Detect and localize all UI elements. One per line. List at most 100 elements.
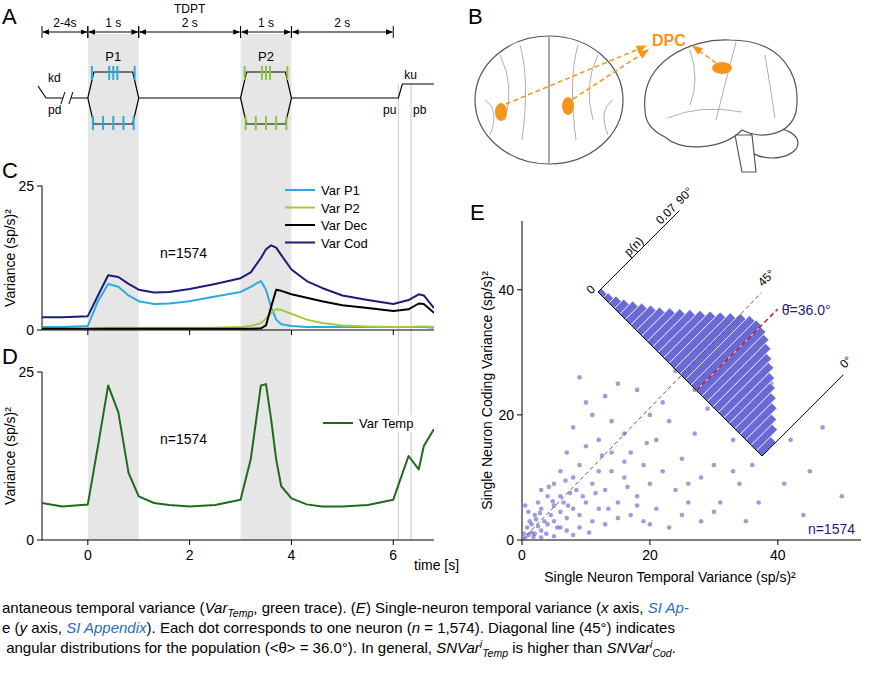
- event-layer: [398, 84, 411, 540]
- caption-text: e (: [2, 619, 20, 636]
- neuron-point: [571, 475, 576, 480]
- neuron-point: [590, 519, 595, 524]
- y-tick-label: 25: [18, 364, 34, 380]
- neuron-point: [616, 381, 621, 386]
- neuron-point: [590, 481, 595, 486]
- y-tick: [37, 186, 42, 187]
- neuron-point: [667, 419, 672, 424]
- neuron-point: [756, 500, 761, 505]
- y-tick-label: 20: [498, 407, 514, 423]
- caption-line: antaneous temporal variance (VarTemp, gr…: [2, 599, 689, 619]
- x-axis: [522, 540, 861, 541]
- stimulus-shade: [241, 34, 292, 150]
- inset-angle-axis: [598, 211, 679, 292]
- caption-text: is higher than: [508, 639, 606, 656]
- neuron-point: [808, 469, 813, 474]
- event-line: [398, 84, 399, 540]
- y-axis-title: Variance (sp/s)²: [2, 209, 18, 307]
- x-axis-title: time [s]: [414, 557, 459, 573]
- caption-text: antaneous temporal variance (: [2, 599, 205, 616]
- neuron-point: [718, 500, 723, 505]
- inset-angle-axis: [762, 375, 843, 456]
- sulcus: [485, 100, 494, 135]
- neuron-point: [648, 522, 653, 527]
- sulcus: [716, 42, 736, 120]
- legend-label: Var P1: [321, 183, 360, 198]
- neuron-point: [593, 491, 598, 496]
- label: kd: [48, 71, 61, 85]
- label: pb: [413, 103, 427, 117]
- main-layer: A2-4s1 s2 s1 s2 sTDPTP1P2kdpdkupupbBDPCC…: [2, 2, 861, 659]
- neuron-point: [782, 481, 787, 486]
- pulse: [255, 116, 257, 130]
- event-line: [411, 84, 412, 540]
- pulse: [91, 66, 93, 80]
- x-tick: [649, 540, 650, 545]
- label-background: [357, 415, 415, 432]
- plot-area: [42, 245, 434, 329]
- mean-angle-line: [696, 309, 777, 390]
- x-tick-label: 6: [389, 547, 397, 563]
- boundary-tick: [393, 26, 394, 38]
- duration-label: 1 s: [258, 16, 274, 30]
- y-tick: [517, 289, 522, 290]
- neuron-point: [566, 503, 571, 508]
- neuron-point: [522, 531, 526, 536]
- dpc-arrow: [573, 50, 648, 99]
- boundary-tick: [42, 26, 43, 38]
- pulse: [112, 116, 114, 130]
- pulse: [261, 66, 263, 80]
- neuron-point: [580, 494, 585, 499]
- neuron-point: [744, 519, 749, 524]
- x-tick: [291, 540, 292, 545]
- inset-axis-title: p(n): [621, 234, 646, 259]
- x-axis-title: Single Neuron Temporal Variance (sp/s)²: [544, 569, 796, 585]
- y-tick-label: 0: [506, 532, 514, 548]
- x-tick: [87, 540, 88, 545]
- neuron-point: [654, 506, 659, 511]
- legend-label: Var Dec: [321, 218, 367, 233]
- neuron-point: [587, 530, 592, 535]
- task-trace: [38, 84, 434, 98]
- neuron-point: [737, 481, 742, 486]
- neuron-point: [686, 500, 691, 505]
- neuron-point: [532, 513, 537, 518]
- neuron-point: [563, 478, 568, 483]
- caption-text: .: [672, 639, 676, 656]
- neuron-point: [552, 519, 557, 524]
- neuron-point: [699, 519, 704, 524]
- neuron-point: [712, 463, 717, 468]
- neuron-point: [616, 500, 621, 505]
- neuron-point: [590, 413, 595, 418]
- neuron-point: [558, 469, 563, 474]
- caption-text: n: [412, 619, 420, 636]
- caption-text: = 1,574). Diagonal line (45°) indicates: [420, 619, 675, 636]
- neuron-point: [625, 485, 630, 490]
- caption-text: axis,: [27, 619, 66, 636]
- boundary-tick: [87, 26, 88, 38]
- inset-angle-label: 0°: [837, 353, 855, 371]
- pulse: [108, 66, 110, 80]
- dpc-area: [495, 103, 507, 121]
- y-axis: [42, 372, 43, 540]
- neuron-point: [561, 500, 566, 505]
- duration-label: 2 s: [334, 16, 350, 30]
- neuron-point: [750, 463, 755, 468]
- pulse: [275, 116, 277, 130]
- caption-text: ). Each dot corresponds to one neuron (: [147, 619, 412, 636]
- legend-swatch: [323, 422, 353, 424]
- neuron-point: [539, 488, 544, 493]
- x-tick-label: 40: [770, 547, 786, 563]
- neuron-point: [609, 469, 614, 474]
- panel-letter: D: [2, 344, 18, 369]
- duration-arrow: [140, 32, 240, 33]
- neuron-point: [628, 513, 633, 518]
- sulcus: [572, 45, 578, 140]
- neuron-point: [699, 475, 704, 480]
- neuron-point: [648, 413, 653, 418]
- caption-text: SNVar: [436, 639, 481, 656]
- neuron-point: [648, 481, 653, 486]
- neuron-point: [596, 438, 601, 443]
- neuron-point: [731, 438, 736, 443]
- neuron-point: [568, 491, 573, 496]
